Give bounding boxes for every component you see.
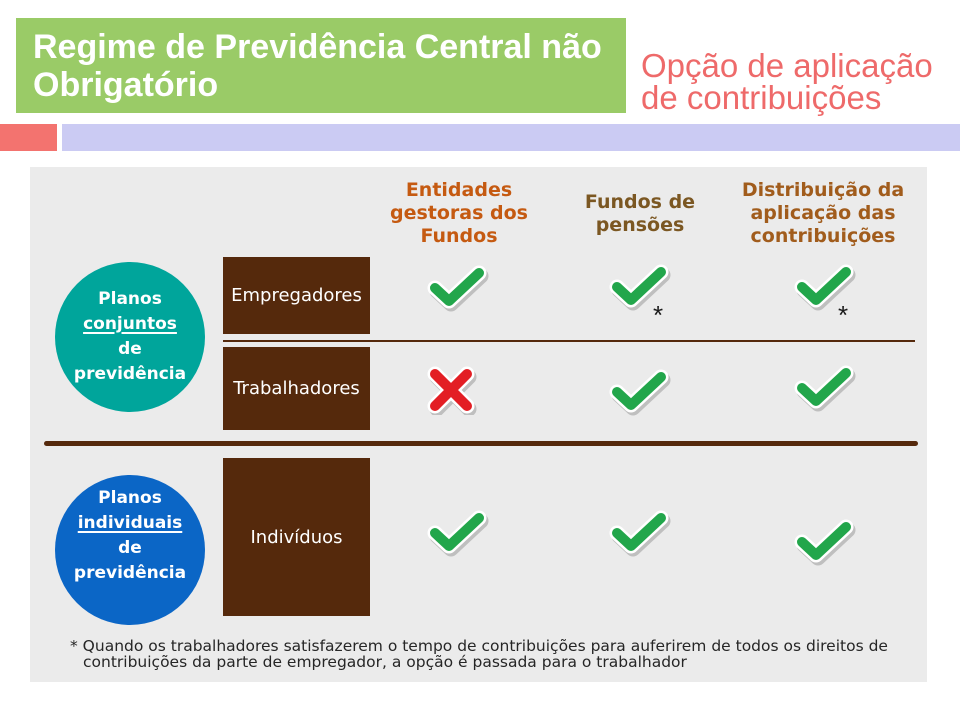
check-icon [792,518,856,568]
row-label-individuos: Indivíduos [223,458,370,616]
group-label-keyword: conjuntos [83,314,177,334]
column-header-fundos-de-pensoes: Fundos de pensões [545,191,735,237]
check-icon [425,264,489,314]
column-header-distribuicao: Distribuição da aplicação das contribuiç… [728,179,918,248]
group-label-line: de [118,538,142,558]
row-label-trabalhadores: Trabalhadores [223,347,370,430]
matrix-cell [425,509,489,559]
check-icon [425,509,489,559]
slide-subtitle: Opção de aplicação de contribuições [641,47,953,116]
footnote-line: * Quando os trabalhadores satisfazerem o… [70,637,888,655]
group-circle-label: Planos individuais de previdência [55,486,205,586]
matrix-cell [607,509,671,559]
group-circle-planos-individuais: Planos individuais de previdência [55,475,205,625]
column-header-line: Fundos [420,225,498,247]
footnote-line: contribuições da parte de empregador, a … [83,653,687,671]
slide-title-line-1: Regime de Previdência Central não [33,28,602,66]
group-label-line: previdência [73,364,187,384]
matrix-cell [419,365,483,415]
group-circle-planos-conjuntos: Planos conjuntos de previdência [55,262,205,412]
cross-icon [419,365,483,415]
matrix-cell: * [792,263,856,328]
matrix-cell [607,368,671,418]
asterisk-note-marker: * [653,300,664,330]
matrix-cell [425,264,489,314]
matrix-cell [792,518,856,568]
check-icon [607,509,671,559]
check-icon [792,364,856,414]
slide-title-line-2: Obrigatório [33,66,219,104]
row-label-text: Trabalhadores [233,378,360,399]
group-label-line: Planos [98,488,162,508]
group-separator-line [44,441,918,446]
asterisk-note-marker: * [838,300,849,330]
accent-bar [0,124,57,151]
row-label-empregadores: Empregadores [223,257,370,334]
column-header-line: Distribuição da [741,179,905,201]
check-icon [607,263,671,313]
title-banner: Regime de Previdência Central não Obriga… [16,18,626,113]
column-header-entidades-gestoras: Entidades gestoras dos Fundos [364,179,554,248]
group-label-line: previdência [73,563,187,583]
matrix-cell [792,364,856,414]
footnote: * Quando os trabalhadores satisfazerem o… [70,638,888,670]
group-label-keyword: individuais [77,513,183,533]
column-header-line: gestoras dos [389,202,528,224]
column-header-line: Entidades [405,179,513,201]
column-header-line: pensões [595,214,685,236]
check-icon [792,263,856,313]
column-header-line: Fundos de [584,191,696,213]
group-label-line: de [118,339,142,359]
row-label-text: Empregadores [231,285,362,306]
divider-bar [62,124,960,151]
row-separator-line [223,340,915,342]
group-label-line: Planos [98,289,162,309]
slide-subtitle-line-2: de contribuições [641,79,882,116]
matrix-cell: * [607,263,671,328]
check-icon [607,368,671,418]
row-label-text: Indivíduos [250,526,343,548]
slide-subtitle-line-1: Opção de aplicação [641,47,933,84]
column-header-line: contribuições [750,225,896,247]
group-circle-label: Planos conjuntos de previdência [55,287,205,387]
column-header-line: aplicação das [750,202,896,224]
